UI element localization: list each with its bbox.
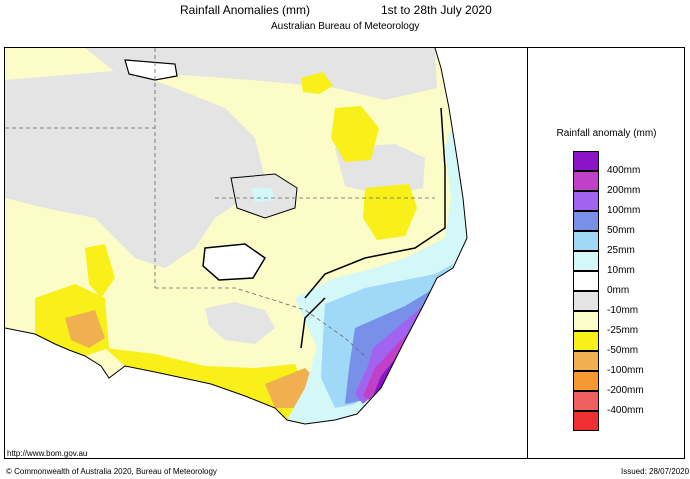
coastline xyxy=(5,48,468,425)
legend-panel: Rainfall anomaly (mm) 400mm 200mm 100mm 50m… xyxy=(528,47,685,459)
legend-swatch xyxy=(573,331,599,351)
bom-url[interactable]: http://www.bom.gov.au xyxy=(7,449,88,458)
legend-label: -200mm xyxy=(607,385,644,396)
legend-label: -400mm xyxy=(607,405,644,416)
legend-label: 25mm xyxy=(607,245,635,256)
legend-swatch xyxy=(573,211,599,231)
legend-label: -25mm xyxy=(607,325,639,336)
legend-label: -10mm xyxy=(607,305,639,316)
legend-swatch xyxy=(573,231,599,251)
rainfall-map xyxy=(4,47,528,459)
legend-swatch xyxy=(573,391,599,411)
legend-label: 100mm xyxy=(607,205,641,216)
legend-swatch xyxy=(573,311,599,331)
legend-swatch xyxy=(573,291,599,311)
legend-swatch xyxy=(573,191,599,211)
legend-swatch xyxy=(573,371,599,391)
map-subtitle: Australian Bureau of Meteorology xyxy=(271,21,420,32)
map-title: Rainfall Anomalies (mm) xyxy=(180,3,311,17)
region-minus10 xyxy=(5,70,265,268)
legend-label: 10mm xyxy=(607,265,635,276)
legend-title: Rainfall anomaly (mm) xyxy=(556,128,657,139)
legend-label: 200mm xyxy=(607,185,641,196)
state-borders xyxy=(5,48,435,359)
legend-swatch xyxy=(573,411,599,431)
legend-swatch xyxy=(573,271,599,291)
legend-label: 50mm xyxy=(607,225,635,236)
copyright-text: © Commonwealth of Australia 2020, Bureau… xyxy=(6,467,217,476)
ocean xyxy=(5,48,527,458)
legend-label: 400mm xyxy=(607,165,641,176)
legend-label: 0mm xyxy=(607,285,630,296)
legend-swatch xyxy=(573,171,599,191)
legend-swatch xyxy=(573,351,599,371)
legend-label: -100mm xyxy=(607,365,644,376)
legend-label: -50mm xyxy=(607,345,639,356)
legend-swatch xyxy=(573,251,599,271)
issued-date: Issued: 28/07/2020 xyxy=(621,467,690,476)
legend-swatch xyxy=(573,151,599,171)
map-period: 1st to 28th July 2020 xyxy=(381,3,492,17)
